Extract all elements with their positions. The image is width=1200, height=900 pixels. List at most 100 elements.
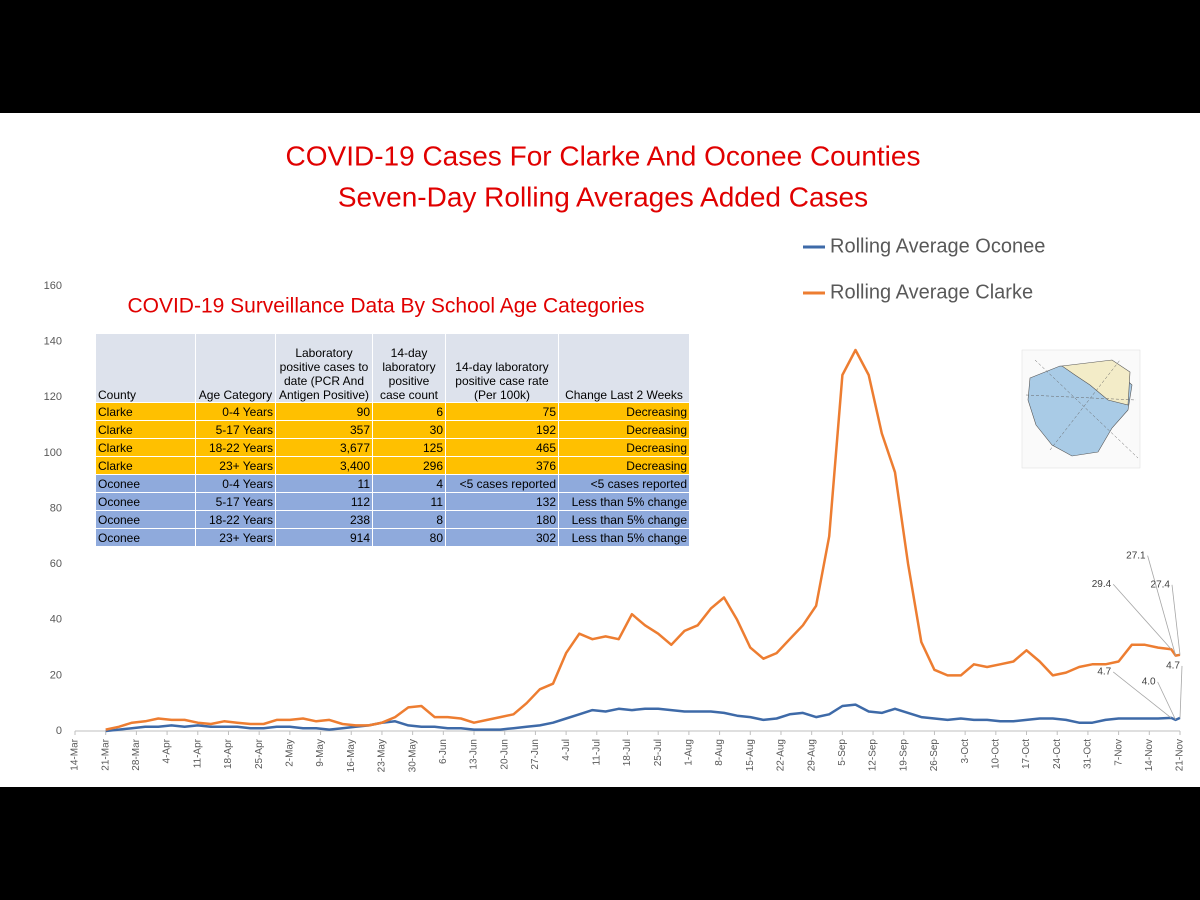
x-tick-label: 13-Jun (469, 739, 480, 770)
series-line (105, 348, 1181, 731)
x-tick-label: 20-Jun (499, 739, 510, 770)
label-leader (1171, 584, 1181, 655)
table-cell: Oconee (95, 510, 196, 529)
y-tick-label: 0 (56, 725, 62, 737)
x-tick-label: 24-Oct (1052, 739, 1063, 769)
y-tick-label: 100 (44, 447, 62, 459)
x-tick-label: 9-May (315, 739, 326, 767)
x-tick-label: 27-Jun (530, 739, 541, 770)
table-cell: 3,400 (275, 456, 373, 475)
x-tick-label: 16-May (346, 739, 357, 772)
table-cell: Oconee (95, 474, 196, 493)
x-tick-label: 1-Aug (684, 739, 695, 766)
table-cell: Oconee (95, 492, 196, 511)
data-label: 4.7 (1097, 667, 1111, 678)
table-cell: 125 (372, 438, 446, 457)
table-cell: Less than 5% change (558, 492, 690, 511)
map-county (1061, 359, 1131, 406)
table-cell: 5-17 Years (195, 492, 276, 511)
table-header-cell: Laboratory positive cases to date (PCR A… (275, 333, 373, 403)
x-tick-label: 28-Mar (131, 738, 142, 770)
table-row: Oconee 5-17 Years 112 11 132 Less than 5% cha… (95, 492, 690, 511)
y-tick-label: 160 (44, 280, 62, 292)
x-tick-label: 21-Mar (100, 738, 111, 770)
table-cell: <5 cases reported (558, 474, 690, 493)
table-cell: 180 (445, 510, 559, 529)
table-cell: <5 cases reported (445, 474, 559, 493)
x-tick-label: 25-Apr (254, 738, 265, 769)
table-cell: 376 (445, 456, 559, 475)
table-cell: 75 (445, 402, 559, 421)
table-cell: 18-22 Years (195, 510, 276, 529)
x-tick-label: 19-Sep (898, 739, 909, 772)
x-tick-label: 18-Apr (223, 738, 234, 769)
table-header-row: County Age Category Laboratory positive ca… (95, 333, 690, 403)
label-leader (1179, 665, 1183, 718)
table-cell: 11 (275, 474, 373, 493)
x-tick-label: 25-Jul (653, 739, 664, 766)
data-label: 4.7 (1166, 661, 1180, 672)
table-cell: Clarke (95, 402, 196, 421)
x-tick-label: 31-Oct (1083, 739, 1094, 769)
table-cell: 5-17 Years (195, 420, 276, 439)
table-cell: 23+ Years (195, 528, 276, 547)
table-header-cell: 14-day laboratory positive case count (372, 333, 446, 403)
x-tick-label: 6-Jun (438, 739, 449, 764)
table-cell: 90 (275, 402, 373, 421)
table-header-cell: Age Category (195, 333, 276, 403)
table-header-cell: 14-day laboratory positive case rate (Pe… (445, 333, 559, 403)
data-label: 27.4 (1151, 579, 1171, 590)
label-leader (1147, 555, 1177, 656)
table-cell: Decreasing (558, 456, 690, 475)
table-cell: 80 (372, 528, 446, 547)
x-tick-label: 14-Nov (1144, 739, 1155, 771)
table-header-cell: County (95, 333, 196, 403)
data-table: County Age Category Laboratory positive ca… (95, 333, 690, 547)
table-cell: Clarke (95, 420, 196, 439)
table-cell: 3,677 (275, 438, 373, 457)
table-cell: Less than 5% change (558, 528, 690, 547)
x-tick-label: 2-May (285, 739, 296, 767)
x-tick-label: 17-Oct (1021, 739, 1032, 769)
x-tick-label: 11-Apr (192, 738, 203, 768)
table-header-cell: Change Last 2 Weeks (558, 333, 690, 403)
table-cell: Decreasing (558, 420, 690, 439)
x-tick-label: 14-Mar (70, 738, 81, 770)
x-tick-label: 30-May (407, 739, 418, 772)
table-cell: Decreasing (558, 402, 690, 421)
map-road (1025, 359, 1139, 459)
table-cell: 914 (275, 528, 373, 547)
legend-label: Rolling Average Clarke (830, 281, 1033, 303)
label-leader (1112, 583, 1172, 650)
data-label: 27.1 (1126, 550, 1146, 561)
y-tick-label: 40 (50, 614, 62, 626)
table-cell: Less than 5% change (558, 510, 690, 529)
x-tick-label: 8-Aug (714, 739, 725, 766)
legend-label: Rolling Average Oconee (830, 235, 1045, 257)
table-cell: 4 (372, 474, 446, 493)
x-tick-label: 4-Jul (561, 739, 572, 761)
county-map (1021, 349, 1141, 469)
table-row: Clarke 18-22 Years 3,677 125 465 Decreasing (95, 438, 690, 457)
data-label: 29.4 (1092, 579, 1112, 590)
table-row: Oconee 18-22 Years 238 8 180 Less than 5% cha… (95, 510, 690, 529)
table-cell: 238 (275, 510, 373, 529)
data-label: 4.0 (1142, 677, 1156, 688)
y-tick-label: 140 (44, 336, 62, 348)
table-cell: 0-4 Years (195, 474, 276, 493)
table-cell: 192 (445, 420, 559, 439)
x-tick-label: 4-Apr (162, 738, 173, 763)
table-cell: 11 (372, 492, 446, 511)
table-cell: 6 (372, 402, 446, 421)
table-cell: 18-22 Years (195, 438, 276, 457)
table-cell: 302 (445, 528, 559, 547)
series-line (105, 703, 1181, 733)
table-cell: Clarke (95, 438, 196, 457)
x-tick-label: 15-Aug (745, 739, 756, 771)
x-tick-label: 21-Nov (1175, 739, 1186, 771)
table-title: COVID-19 Surveillance Data By School Age… (127, 295, 644, 318)
chart-title: COVID-19 Cases For Clarke And Oconee Cou… (286, 140, 921, 171)
x-tick-label: 22-Aug (776, 739, 787, 771)
